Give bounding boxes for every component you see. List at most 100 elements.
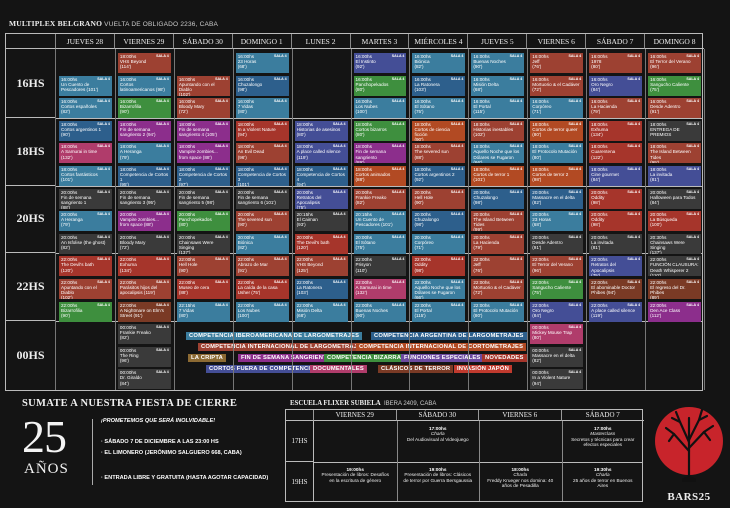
screening-cell[interactable]: 22:00hs SALA 4 Den Ace Class (112') bbox=[648, 301, 701, 322]
screening-cell[interactable]: 20:00hs SALA 4 Oddity (98') bbox=[589, 211, 643, 232]
screening-cell[interactable]: 22:00hs SALA 4 Sangucho Caliente (75') bbox=[530, 279, 584, 299]
screening-cell[interactable]: 20:00hs SALA 4 Hell Hole (90') bbox=[412, 188, 466, 209]
screening-cell[interactable]: 20:00hs SALA 4 Fin de semana sangriento 5 … bbox=[176, 188, 230, 209]
screening-cell[interactable]: 20:00hs SALA 4 Vampire zombies... from spa… bbox=[117, 211, 171, 232]
screening-cell[interactable]: 18:00hs SALA 4 Fin de semana sangriento 2 … bbox=[117, 120, 171, 141]
screening-cell[interactable]: 18:00hs SALA 4 VHS Beyond (114') bbox=[117, 53, 171, 73]
screening-cell[interactable]: 22:00hs SALA 4 Jeff (76') bbox=[471, 256, 525, 277]
screening-cell[interactable]: 20:00hs SALA 4 La invitada (81') bbox=[589, 233, 643, 254]
screening-cell[interactable]: 16:00hs SALA 4 1978 (80') bbox=[589, 53, 643, 73]
screening-cell[interactable]: 20:00hs SALA 4 Fin de semana sangriento 6 … bbox=[235, 188, 289, 209]
screening-cell[interactable]: 18:00hs SALA 4 A Heranga (79') bbox=[117, 143, 171, 164]
screening-cell[interactable]: 20:00hs SALA 4 An Isfolise (the ghost) (82'… bbox=[59, 233, 112, 254]
screening-cell[interactable]: 22:00hs SALA 4 La caída de la casa Usher (… bbox=[235, 279, 289, 299]
screening-cell[interactable]: 22:00hs SALA 4 El abominable Doctor Phibes… bbox=[589, 279, 643, 299]
screening-cell[interactable]: 22:00hs SALA 4 Aquello Noche que los Dólar… bbox=[412, 279, 466, 299]
screening-cell[interactable]: 18:00hs SALA 4 Cortos argentinos 1 (90') bbox=[59, 120, 112, 141]
screening-cell[interactable]: 16:00hs SALA 4 23 Horas (68') bbox=[235, 53, 289, 73]
screening-cell[interactable]: 20:15hs SALA 4 Un Cuento de Pescadores (10… bbox=[353, 211, 407, 232]
screening-cell[interactable]: 20:00hs SALA 4 Retratos del Apocalipsis (75… bbox=[294, 188, 348, 209]
screening-cell[interactable]: 16:00hs SALA 4 Bizarrofilia (90') bbox=[117, 98, 171, 119]
screening-cell[interactable]: 22:00hs SALA 4 VHS Beyond (125') bbox=[294, 256, 348, 277]
activity-cell[interactable]: 17:00hs Masterclass Secretos y técnicas pa… bbox=[568, 426, 639, 460]
screening-cell[interactable]: 00:00hs SALA 4 In a Violent Nature (94') bbox=[530, 369, 584, 390]
screening-cell[interactable]: 20:00hs SALA 4 Oddity (98') bbox=[589, 188, 643, 209]
screening-cell[interactable]: 16:00hs SALA 4 El Portal (115') bbox=[471, 98, 525, 119]
screening-cell[interactable]: 18:00hs SALA 4 In a Violent Nature (94') bbox=[235, 120, 289, 141]
screening-cell[interactable]: 22:15hs SALA 4 7 Vidas (80') bbox=[176, 301, 230, 322]
screening-cell[interactable]: 16:00hs SALA 4 Bloody Mary (72') bbox=[176, 98, 230, 119]
screening-cell[interactable]: 22:00hs SALA 4 Misión Delta (68') bbox=[294, 301, 348, 322]
screening-cell[interactable]: 18:00hs SALA 4 ENTREGA DE PREMIOS bbox=[648, 120, 701, 141]
screening-cell[interactable]: 18:00hs SALA 4 Exhuma (134') bbox=[589, 120, 643, 141]
screening-cell[interactable]: 00:00hs SALA 4 The Ring (96') bbox=[117, 346, 171, 367]
screening-cell[interactable]: 22:00hs SALA 4 Hell Hole (90') bbox=[176, 256, 230, 277]
screening-cell[interactable]: 18:00hs SALA 4 The severed sun (88') bbox=[412, 143, 466, 164]
screening-cell[interactable]: 20:00hs SALA 4 Bloody Mary (72') bbox=[117, 233, 171, 254]
screening-cell[interactable]: 22:00hs SALA 4 FUNCIÓN CLAUSURA: Death Whi… bbox=[648, 256, 701, 277]
screening-cell[interactable]: 22:00hs SALA 4 Retratos del Apocalipsis (75… bbox=[589, 256, 643, 277]
screening-cell[interactable]: 22:00hs SALA 4 El Terror del Verano (96') bbox=[530, 256, 584, 277]
screening-cell[interactable]: 16:00hs SALA 4 Corpóreo (71') bbox=[530, 98, 584, 119]
screening-cell[interactable]: 16:00hs SALA 4 Chuzalongo (98') bbox=[235, 75, 289, 96]
screening-cell[interactable]: 18:00hs SALA 4 Cortos bizarros (80') bbox=[353, 120, 407, 141]
screening-cell[interactable]: 18:00hs SALA 4 Historias inestables (102') bbox=[471, 120, 525, 141]
screening-cell[interactable]: 20:00hs SALA 4 Biónica (82') bbox=[235, 233, 289, 254]
screening-cell[interactable]: 18:00hs SALA 4 Competencia de Cortos 2 (97'… bbox=[176, 166, 230, 186]
screening-cell[interactable]: 18:00hs SALA 4 Fin de semana sangriento (89… bbox=[353, 143, 407, 164]
screening-cell[interactable]: 16:00hs SALA 4 Cortos españoles (82') bbox=[59, 98, 112, 119]
screening-cell[interactable]: 00:00hs SALA 4 Dr. Giraldo (84') bbox=[117, 369, 171, 390]
screening-cell[interactable]: 20:00hs SALA 4 Fin de semana sangriento 1(… bbox=[59, 188, 112, 209]
screening-cell[interactable]: 20:00hs SALA 4 The Island Between Tides (99… bbox=[471, 211, 525, 232]
screening-cell[interactable]: 18:00hs SALA 4 Cortos de ciencia ficción (9… bbox=[412, 120, 466, 141]
screening-cell[interactable]: 22:00hs SALA 4 Oddity (98') bbox=[412, 256, 466, 277]
screening-cell[interactable]: 16:00hs SALA 4 Mortuorio & el Cadáver (72') bbox=[530, 75, 584, 96]
screening-cell[interactable]: 22:00hs SALA 4 La Ratonera (103') bbox=[294, 279, 348, 299]
screening-cell[interactable]: 22:00hs SALA 4 Oro Negro (84') bbox=[530, 301, 584, 322]
screening-cell[interactable]: 20:00hs SALA 4 The Devil's bath (120') bbox=[294, 233, 348, 254]
screening-cell[interactable]: 00:00hs SALA 4 Frankie Freako (82') bbox=[117, 324, 171, 345]
screening-cell[interactable]: 20:00hs SALA 4 Chainsaws Were Singing (137'… bbox=[176, 233, 230, 254]
screening-cell[interactable]: 20:15hs SALA 4 El Caiman (93') bbox=[294, 211, 348, 232]
screening-cell[interactable]: 16:00hs SALA 4 Buenas Noches (90') bbox=[471, 53, 525, 73]
screening-cell[interactable]: 18:00hs SALA 4 Fin de semana sangriento 4 … bbox=[176, 120, 230, 141]
activity-cell[interactable]: 19:00hs Presentación de libros: Desafíos … bbox=[320, 467, 391, 500]
screening-cell[interactable]: 22:00hs SALA 4 El Portal (115') bbox=[412, 301, 466, 322]
screening-cell[interactable]: 20:00hs SALA 4 Chuzalongo (98') bbox=[412, 211, 466, 232]
screening-cell[interactable]: 18:00hs SALA 4 Competencia de Cortos 1 (95'… bbox=[117, 166, 171, 186]
screening-cell[interactable]: 18:00hs SALA 4 Cortos argentinos 2 (92') bbox=[412, 166, 466, 186]
screening-cell[interactable]: 18:00hs SALA 4 Vampire zombies... from spa… bbox=[176, 143, 230, 164]
screening-cell[interactable]: 20:00hs SALA 4 A Heranga (79') bbox=[59, 211, 112, 232]
screening-cell[interactable]: 20:00hs SALA 4 Halloween para Todos (84') bbox=[648, 188, 701, 209]
screening-cell[interactable]: 18:00hs SALA 4 Historias de asesinos (80') bbox=[294, 120, 348, 141]
screening-cell[interactable]: 18:00hs SALA 4 Cortos animados (88') bbox=[353, 166, 407, 186]
screening-cell[interactable]: 20:00hs SALA 4 Chuzalongo (98') bbox=[471, 188, 525, 209]
screening-cell[interactable]: 16:00hs SALA 4 El Terror del Verano (96') bbox=[648, 53, 701, 73]
screening-cell[interactable]: 18:00hs SALA 4 Competencia de Cortos 3 (101… bbox=[235, 166, 289, 186]
screening-cell[interactable]: 18:00hs SALA 4 El Protocolo Mutación (80') bbox=[530, 143, 584, 164]
screening-cell[interactable]: 00:00hs SALA 4 Massacre en el delta (82') bbox=[530, 346, 584, 367]
screening-cell[interactable]: 18:00hs SALA 4 La invitada (81') bbox=[648, 166, 701, 186]
screening-cell[interactable]: 20:00hs SALA 4 23 Horas (68') bbox=[530, 211, 584, 232]
screening-cell[interactable]: 16:00hs SALA 4 Un Cuento de Pescadores (10… bbox=[59, 75, 112, 96]
screening-cell[interactable]: 20:00hs SALA 4 The severed sun (90') bbox=[235, 211, 289, 232]
screening-cell[interactable]: 18:00hs SALA 4 Cortos fantásticos (101') bbox=[59, 166, 112, 186]
screening-cell[interactable]: 00:00hs SALA 4 Mickey Mouse Trap (80') bbox=[530, 324, 584, 345]
screening-cell[interactable]: 20:00hs SALA 4 La Hacienda (79') bbox=[471, 233, 525, 254]
screening-cell[interactable]: 22:00hs SALA 4 Apuntando con el Diablo (102… bbox=[59, 279, 112, 299]
screening-cell[interactable]: 18:00hs SALA 4 Cortos de terror 2 (98') bbox=[530, 166, 584, 186]
screening-cell[interactable]: 18:00hs SALA 4 An Evil Dead (96') bbox=[235, 143, 289, 164]
screening-cell[interactable]: 18:00hs SALA 4 Competencia de Cortos 4 (94'… bbox=[294, 166, 348, 186]
screening-cell[interactable]: 22:00hs SALA 4 El Protocolo Mutación (80') bbox=[471, 301, 525, 322]
screening-cell[interactable]: 18:00hs SALA 4 The Island Between Tides (99… bbox=[648, 143, 701, 164]
screening-cell[interactable]: 22:00hs SALA 4 El regreso del Dr. Phibes (8… bbox=[648, 279, 701, 299]
screening-cell[interactable]: 16:00hs SALA 4 El Instinto (92') bbox=[353, 53, 407, 73]
screening-cell[interactable]: 16:00hs SALA 4 Biónica (82') bbox=[412, 53, 466, 73]
screening-cell[interactable]: 20:00hs SALA 4 Massacre en el delta (82') bbox=[530, 188, 584, 209]
screening-cell[interactable]: 22:00hs SALA 4 Abrazo de Mar (91') bbox=[235, 256, 289, 277]
activity-cell[interactable]: 19:00hs Presentación de libros: Clásicos … bbox=[403, 467, 474, 500]
